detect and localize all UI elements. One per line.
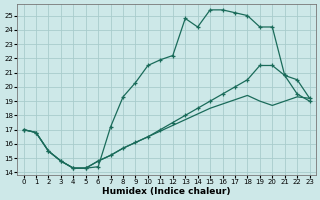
X-axis label: Humidex (Indice chaleur): Humidex (Indice chaleur) (102, 187, 231, 196)
